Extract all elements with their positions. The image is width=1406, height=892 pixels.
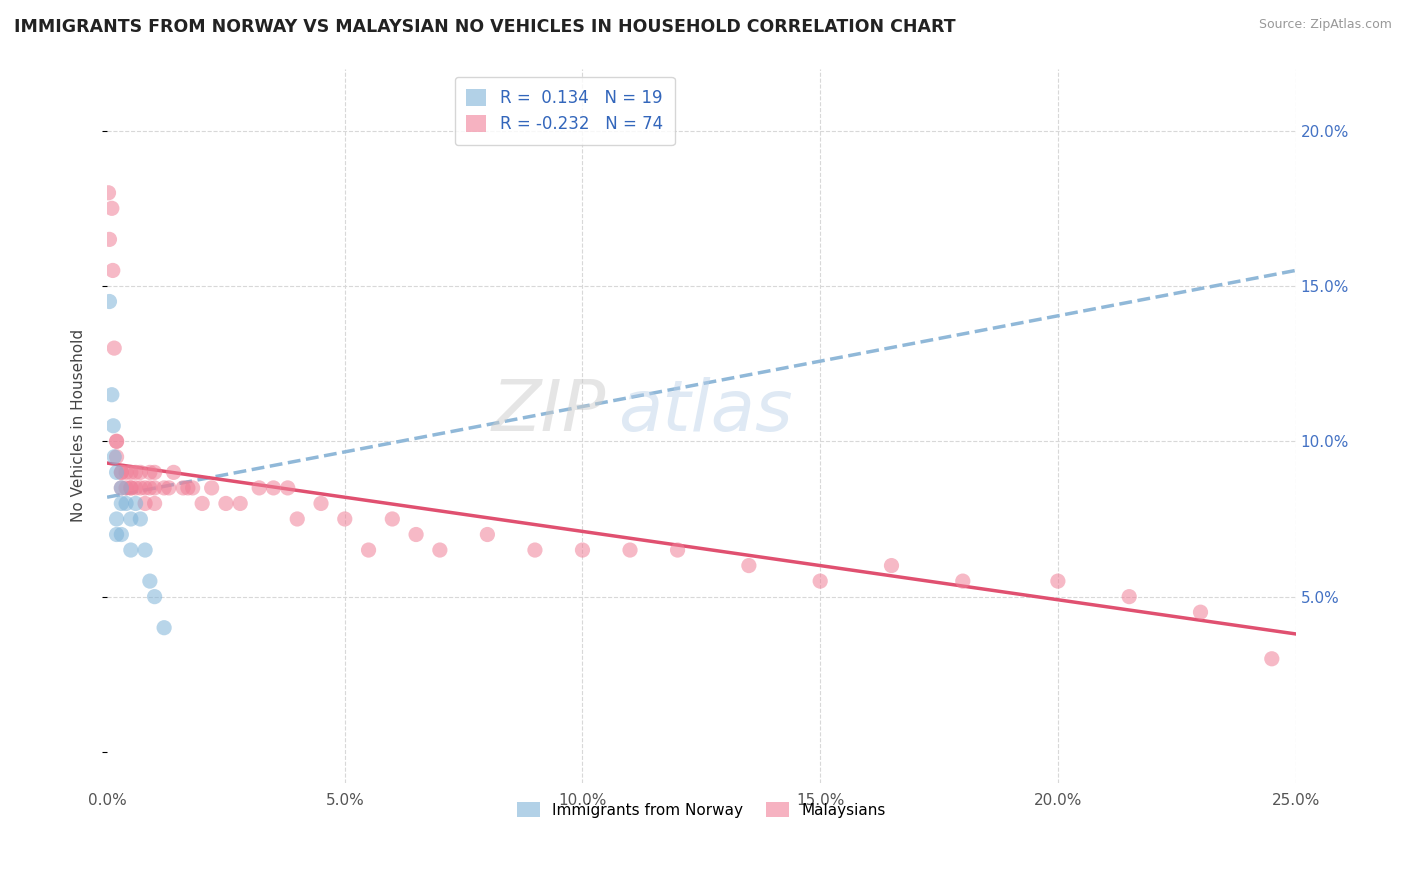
Point	[952, 574, 974, 588]
Y-axis label: No Vehicles in Household: No Vehicles in Household	[72, 329, 86, 523]
Point	[143, 496, 166, 510]
Point	[120, 543, 142, 558]
Point	[1118, 590, 1140, 604]
Point	[103, 418, 125, 433]
Point	[105, 512, 128, 526]
Point	[110, 466, 132, 480]
Point	[153, 621, 176, 635]
Point	[157, 481, 180, 495]
Point	[880, 558, 903, 573]
Point	[134, 543, 156, 558]
Point	[181, 481, 204, 495]
Point	[120, 466, 142, 480]
Point	[115, 481, 138, 495]
Point	[139, 481, 162, 495]
Point	[139, 574, 162, 588]
Point	[105, 466, 128, 480]
Point	[172, 481, 194, 495]
Point	[124, 481, 146, 495]
Point	[110, 527, 132, 541]
Point	[229, 496, 252, 510]
Point	[143, 481, 166, 495]
Point	[285, 512, 308, 526]
Point	[405, 527, 427, 541]
Point	[139, 466, 162, 480]
Point	[201, 481, 224, 495]
Point	[738, 558, 761, 573]
Point	[429, 543, 451, 558]
Point	[215, 496, 238, 510]
Point	[110, 466, 132, 480]
Point	[129, 466, 152, 480]
Point	[309, 496, 332, 510]
Point	[105, 434, 128, 449]
Point	[333, 512, 356, 526]
Point	[120, 512, 142, 526]
Point	[262, 481, 284, 495]
Point	[1261, 652, 1284, 666]
Point	[571, 543, 593, 558]
Point	[177, 481, 200, 495]
Point	[357, 543, 380, 558]
Point	[110, 481, 132, 495]
Point	[101, 263, 124, 277]
Point	[115, 466, 138, 480]
Point	[277, 481, 299, 495]
Point	[191, 496, 214, 510]
Point	[134, 481, 156, 495]
Point	[105, 527, 128, 541]
Point	[1189, 605, 1212, 619]
Point	[1046, 574, 1069, 588]
Point	[103, 450, 125, 464]
Point	[98, 294, 121, 309]
Point	[381, 512, 404, 526]
Legend: Immigrants from Norway, Malaysians: Immigrants from Norway, Malaysians	[509, 794, 893, 825]
Text: atlas: atlas	[619, 377, 793, 446]
Point	[105, 450, 128, 464]
Point	[101, 202, 124, 216]
Point	[124, 496, 146, 510]
Point	[110, 481, 132, 495]
Point	[143, 590, 166, 604]
Point	[115, 496, 138, 510]
Point	[153, 481, 176, 495]
Point	[523, 543, 546, 558]
Point	[129, 512, 152, 526]
Point	[129, 481, 152, 495]
Point	[124, 466, 146, 480]
Point	[103, 341, 125, 355]
Text: IMMIGRANTS FROM NORWAY VS MALAYSIAN NO VEHICLES IN HOUSEHOLD CORRELATION CHART: IMMIGRANTS FROM NORWAY VS MALAYSIAN NO V…	[14, 18, 956, 36]
Point	[134, 496, 156, 510]
Text: ZIP: ZIP	[492, 377, 606, 446]
Point	[97, 186, 120, 200]
Point	[105, 434, 128, 449]
Point	[101, 388, 124, 402]
Point	[162, 466, 184, 480]
Point	[619, 543, 641, 558]
Point	[110, 496, 132, 510]
Point	[98, 232, 121, 246]
Point	[143, 466, 166, 480]
Point	[120, 481, 142, 495]
Point	[477, 527, 499, 541]
Point	[666, 543, 689, 558]
Point	[808, 574, 831, 588]
Point	[247, 481, 270, 495]
Point	[120, 481, 142, 495]
Text: Source: ZipAtlas.com: Source: ZipAtlas.com	[1258, 18, 1392, 31]
